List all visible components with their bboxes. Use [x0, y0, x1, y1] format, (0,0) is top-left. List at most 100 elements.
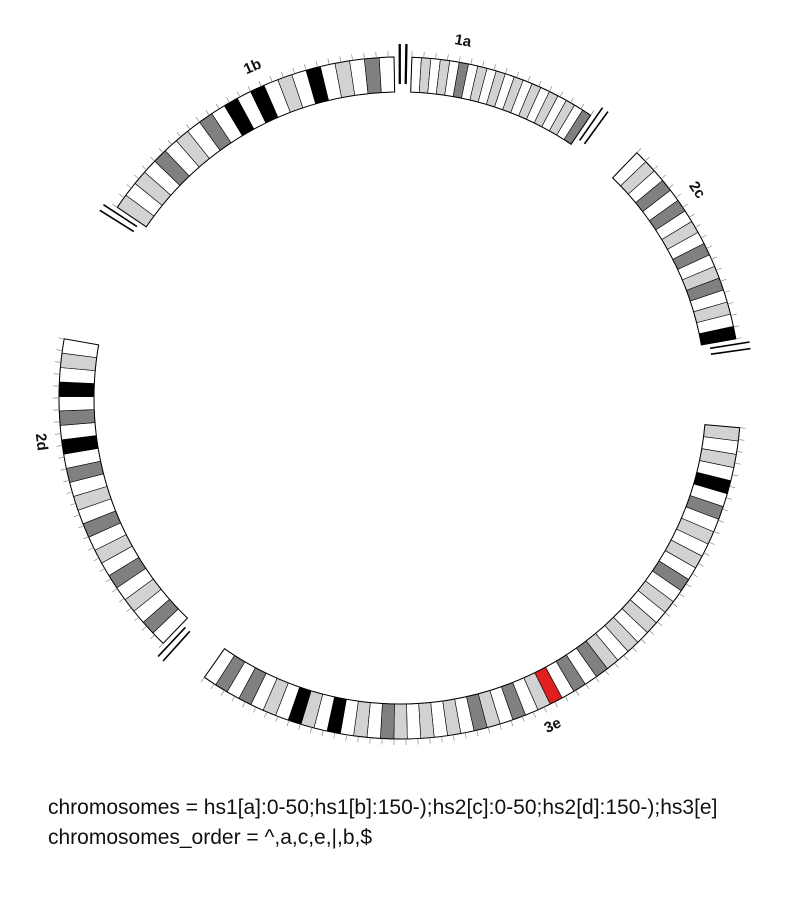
scale-tick — [221, 690, 225, 696]
segment-outline — [116, 56, 396, 228]
axis-break-mark — [583, 111, 609, 145]
scale-tick — [158, 643, 164, 648]
scale-tick — [236, 91, 241, 98]
scale-tick — [327, 58, 330, 65]
scale-tick — [703, 552, 710, 556]
scale-tick — [339, 56, 342, 63]
scale-tick — [269, 76, 273, 82]
scale-tick — [739, 427, 746, 429]
scale-tick — [623, 655, 628, 661]
scale-tick — [664, 612, 670, 617]
scale-tick — [99, 568, 105, 572]
scale-tick — [66, 491, 73, 494]
segment-label-a: 1a — [453, 31, 473, 51]
scale-tick — [304, 64, 307, 71]
scale-tick — [708, 541, 715, 545]
scale-tick — [281, 71, 284, 78]
segment-outline — [203, 424, 741, 740]
chromosome-segment-b: 1b — [99, 43, 407, 233]
segment-label-e: 3e — [542, 714, 564, 736]
scale-tick — [510, 720, 514, 727]
scale-tick — [718, 519, 725, 523]
scale-tick — [604, 670, 610, 676]
scale-tick — [87, 547, 94, 551]
cytoband — [58, 409, 96, 426]
scale-tick — [458, 56, 461, 63]
scale-tick — [470, 58, 473, 65]
scale-tick — [133, 616, 139, 622]
segment-outline — [410, 56, 592, 146]
scale-tick — [56, 349, 63, 351]
scale-tick — [554, 701, 558, 708]
scale-tick — [54, 433, 61, 435]
scale-tick — [689, 213, 695, 218]
scale-tick — [661, 174, 667, 180]
scale-tick — [56, 445, 63, 447]
scale-tick — [441, 736, 443, 743]
cytoband — [58, 381, 95, 397]
scale-tick — [186, 124, 191, 130]
scale-tick — [58, 337, 65, 340]
scale-tick — [309, 727, 313, 734]
scale-tick — [63, 480, 70, 483]
scale-tick — [695, 224, 701, 228]
scale-tick — [532, 711, 536, 718]
scale-tick — [298, 724, 301, 730]
scale-tick — [505, 67, 508, 74]
scale-tick — [675, 193, 681, 198]
scale-tick — [435, 52, 437, 59]
scale-tick — [682, 203, 688, 208]
scale-tick — [730, 313, 737, 316]
scale-tick — [487, 727, 491, 734]
cytoband — [393, 703, 408, 740]
scale-tick — [54, 361, 61, 363]
chromosome-segment-e: 3e — [200, 424, 746, 745]
scale-tick — [205, 110, 210, 116]
scale-tick — [735, 337, 742, 340]
axis-break-mark — [162, 630, 191, 662]
scale-tick — [636, 148, 642, 153]
scale-tick — [672, 602, 678, 608]
scale-tick — [726, 497, 732, 500]
cytoband — [406, 703, 422, 740]
scale-tick — [453, 734, 455, 741]
scale-tick — [722, 508, 729, 512]
scale-tick — [538, 80, 542, 87]
scale-tick — [729, 485, 736, 489]
scale-tick — [527, 76, 531, 82]
scale-tick — [292, 67, 295, 74]
scale-tick — [580, 103, 585, 109]
scale-tick — [357, 736, 359, 743]
scale-tick — [543, 706, 547, 713]
scale-tick — [499, 724, 502, 730]
scale-tick — [119, 193, 125, 198]
scale-tick — [549, 85, 553, 92]
scale-tick — [700, 234, 707, 239]
segment-label-d: 2d — [32, 432, 51, 451]
scale-tick — [60, 468, 67, 471]
scale-tick — [58, 456, 65, 459]
scale-tick — [315, 61, 318, 68]
scale-tick — [200, 677, 205, 683]
scale-tick — [447, 54, 449, 61]
scale-tick — [493, 64, 496, 71]
scale-tick — [727, 302, 734, 305]
scale-tick — [333, 732, 336, 739]
axis-break-mark — [710, 347, 751, 355]
scale-tick — [724, 290, 731, 293]
scale-tick — [275, 716, 279, 723]
scale-tick — [126, 184, 132, 189]
chromosome-segment-d: 2d — [32, 337, 191, 662]
scale-tick — [247, 85, 251, 92]
scale-tick — [210, 683, 215, 690]
scale-tick — [733, 325, 740, 328]
scale-tick — [226, 97, 230, 103]
axis-break-mark — [404, 44, 407, 85]
scale-tick — [78, 525, 84, 529]
scale-tick — [119, 598, 125, 603]
scale-tick — [706, 245, 713, 249]
scale-tick — [105, 578, 111, 583]
cytoband — [378, 56, 395, 93]
scale-tick — [150, 634, 155, 640]
